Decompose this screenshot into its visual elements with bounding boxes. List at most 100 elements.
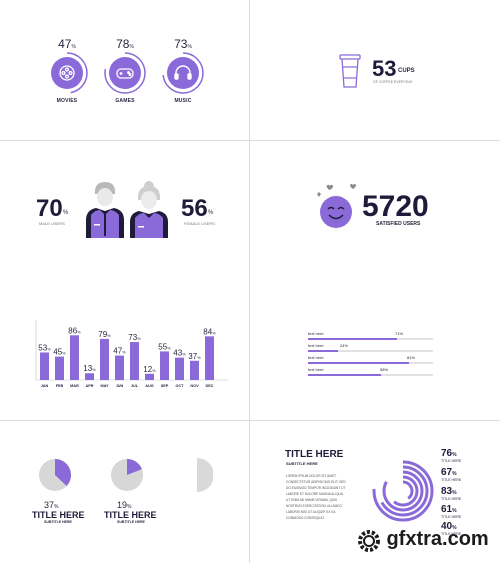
progress-value: 24% <box>340 343 349 348</box>
vertical-divider <box>249 0 250 563</box>
x-tick-label: FEB <box>56 384 64 388</box>
smiley-face-icon <box>317 184 356 228</box>
ring-label: TITLE HERE <box>441 532 462 536</box>
bar <box>175 357 184 380</box>
bar-value-label: 55% <box>158 342 171 351</box>
panel-title: TITLE HERE <box>285 449 344 460</box>
bar-value-label: 12% <box>143 365 156 374</box>
pie-1-subtitle: SUBTITLE HERE <box>44 520 72 524</box>
progress-track <box>308 374 433 376</box>
bar <box>55 356 64 380</box>
pie-chart-1 <box>39 459 71 491</box>
ring-arc <box>392 480 414 502</box>
progress-fill <box>308 362 410 364</box>
interest-movies-value: 47% <box>58 37 76 51</box>
interest-music-value: 73% <box>174 37 192 51</box>
bar <box>40 352 49 380</box>
x-tick-label: AUG <box>145 384 153 388</box>
pie-chart-2 <box>111 459 143 491</box>
progress-fill <box>308 374 381 376</box>
ring-value: 61% <box>441 504 457 515</box>
female-users-unit: % <box>208 210 214 216</box>
male-users-label: MALE USERS <box>39 221 65 226</box>
female-users-label: FEMALE USERS <box>184 221 215 226</box>
progress-label: text here <box>308 367 324 372</box>
monthly-bar-chart: 53% JAN 45% FEB 86% MAR 13% APR 79% MAY 47% JUN 73% J… <box>35 320 228 388</box>
bar <box>190 360 199 380</box>
x-tick-label: MAY <box>100 384 109 388</box>
x-tick-label: OCT <box>175 384 184 388</box>
x-tick-label: JUN <box>116 384 124 388</box>
interest-music-ring <box>162 52 204 94</box>
bar <box>130 342 139 380</box>
x-tick-label: SEP <box>161 384 169 388</box>
interest-movies-ring <box>46 52 88 94</box>
progress-label: text here <box>308 355 324 360</box>
pie-1-title: TITLE HERE <box>32 510 85 520</box>
progress-value: 71% <box>395 331 404 336</box>
ring-value: 83% <box>441 486 457 497</box>
progress-value: 81% <box>407 355 416 360</box>
pie-1-value: 37% <box>44 500 59 510</box>
gamepad-icon <box>116 68 134 79</box>
bar-value-label: 84% <box>203 327 216 336</box>
ring-arc <box>387 475 419 507</box>
ring-arc <box>377 465 429 517</box>
interest-movies-label: MOVIES <box>56 98 78 104</box>
pie-2-subtitle: SUBTITLE HERE <box>117 520 145 524</box>
bar-value-label: 47% <box>113 347 126 356</box>
ring-value: 40% <box>441 521 457 532</box>
pie-slice <box>127 459 142 475</box>
ring-value: 67% <box>441 467 457 478</box>
x-tick-label: JUL <box>131 384 139 388</box>
panel-subtitle: SUBTITLE HERE <box>286 461 318 466</box>
cups-unit: CUPS <box>398 68 415 74</box>
satisfied-users-value: 5720 <box>362 190 429 223</box>
satisfied-users-label: SATISFIED USERS <box>376 221 421 227</box>
male-users-unit: % <box>63 210 69 216</box>
progress-label: text here <box>308 331 324 336</box>
ring-arc <box>382 470 424 512</box>
cups-value: 53 <box>372 56 397 81</box>
bar-value-label: 43% <box>173 349 186 358</box>
bar <box>100 338 109 380</box>
bar <box>145 373 154 380</box>
interest-games-value: 78% <box>116 37 134 51</box>
horizontal-divider-2 <box>0 420 500 421</box>
bar <box>205 336 214 380</box>
progress-track <box>308 350 433 352</box>
watermark: gfxtra.com <box>356 528 489 554</box>
x-tick-label: DEC <box>205 384 213 388</box>
interest-games-label: GAMES <box>115 98 135 104</box>
partial-pie-chart <box>197 458 213 492</box>
panel-body-text: LOREM IPSUM DOLOR SIT AMET, CONSECTETUR … <box>286 474 346 520</box>
film-reel-icon <box>59 65 75 81</box>
interest-games-ring <box>104 52 146 94</box>
male-users-value: 70 <box>36 195 63 222</box>
progress-fill <box>308 350 338 352</box>
bar <box>85 373 94 380</box>
x-tick-label: MAR <box>70 384 79 388</box>
ring-label: TITLE HERE <box>441 497 462 501</box>
headphones-icon <box>174 65 192 80</box>
bar-value-label: 73% <box>128 333 141 342</box>
progress-value: 58% <box>380 367 389 372</box>
bar-value-label: 37% <box>188 352 201 361</box>
bar <box>160 351 169 380</box>
progress-track <box>308 338 433 340</box>
bar <box>115 355 124 380</box>
interest-music-label: MUSIC <box>174 98 192 104</box>
progress-track <box>308 362 433 364</box>
ring-label: TITLE HERE <box>441 515 462 519</box>
radial-bar-chart <box>372 460 434 522</box>
bar-value-label: 45% <box>53 348 66 357</box>
bar-value-label: 79% <box>98 330 111 339</box>
bar-value-label: 13% <box>83 364 96 373</box>
progress-fill <box>308 338 397 340</box>
female-user-icon <box>130 181 168 238</box>
cups-subtitle: OF COFFEE EVERYDAY <box>373 80 413 84</box>
horizontal-divider-1 <box>0 140 500 141</box>
ring-arc <box>372 460 434 522</box>
female-users-value: 56 <box>181 195 208 222</box>
watermark-text: gfxtra.com <box>386 528 489 551</box>
